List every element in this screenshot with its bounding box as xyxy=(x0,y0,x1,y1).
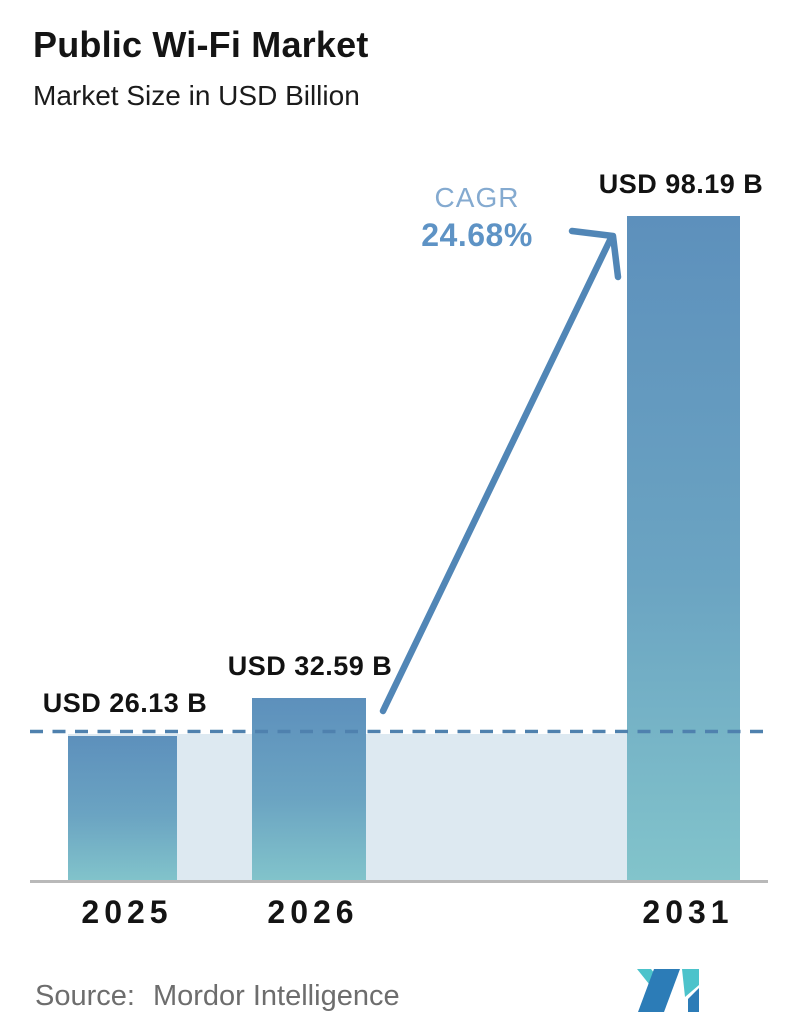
growth-arrow xyxy=(379,227,622,715)
value-label-2026: USD 32.59 B xyxy=(227,651,393,681)
source-attribution: Source: Mordor Intelligence xyxy=(35,980,400,1013)
x-tick-2025: 2025 xyxy=(81,894,173,930)
value-label-2031: USD 98.19 B xyxy=(598,169,764,199)
x-tick-2031: 2031 xyxy=(642,894,734,930)
page-subtitle: Market Size in USD Billion xyxy=(33,80,360,111)
source-label: Source: xyxy=(35,980,135,1012)
cagr-annotation: CAGR 24.68% xyxy=(421,182,533,254)
bar-2025 xyxy=(68,736,177,882)
mordor-intelligence-logo xyxy=(637,969,699,1012)
source-value: Mordor Intelligence xyxy=(152,980,400,1012)
bar-2031 xyxy=(627,216,740,882)
x-tick-2026: 2026 xyxy=(267,894,359,930)
x-axis-line xyxy=(30,880,768,883)
page-title: Public Wi-Fi Market xyxy=(33,24,369,65)
value-label-2025: USD 26.13 B xyxy=(42,688,208,718)
bar-2026 xyxy=(252,698,366,882)
cagr-label: CAGR xyxy=(434,182,520,213)
cagr-value: 24.68% xyxy=(421,217,533,253)
